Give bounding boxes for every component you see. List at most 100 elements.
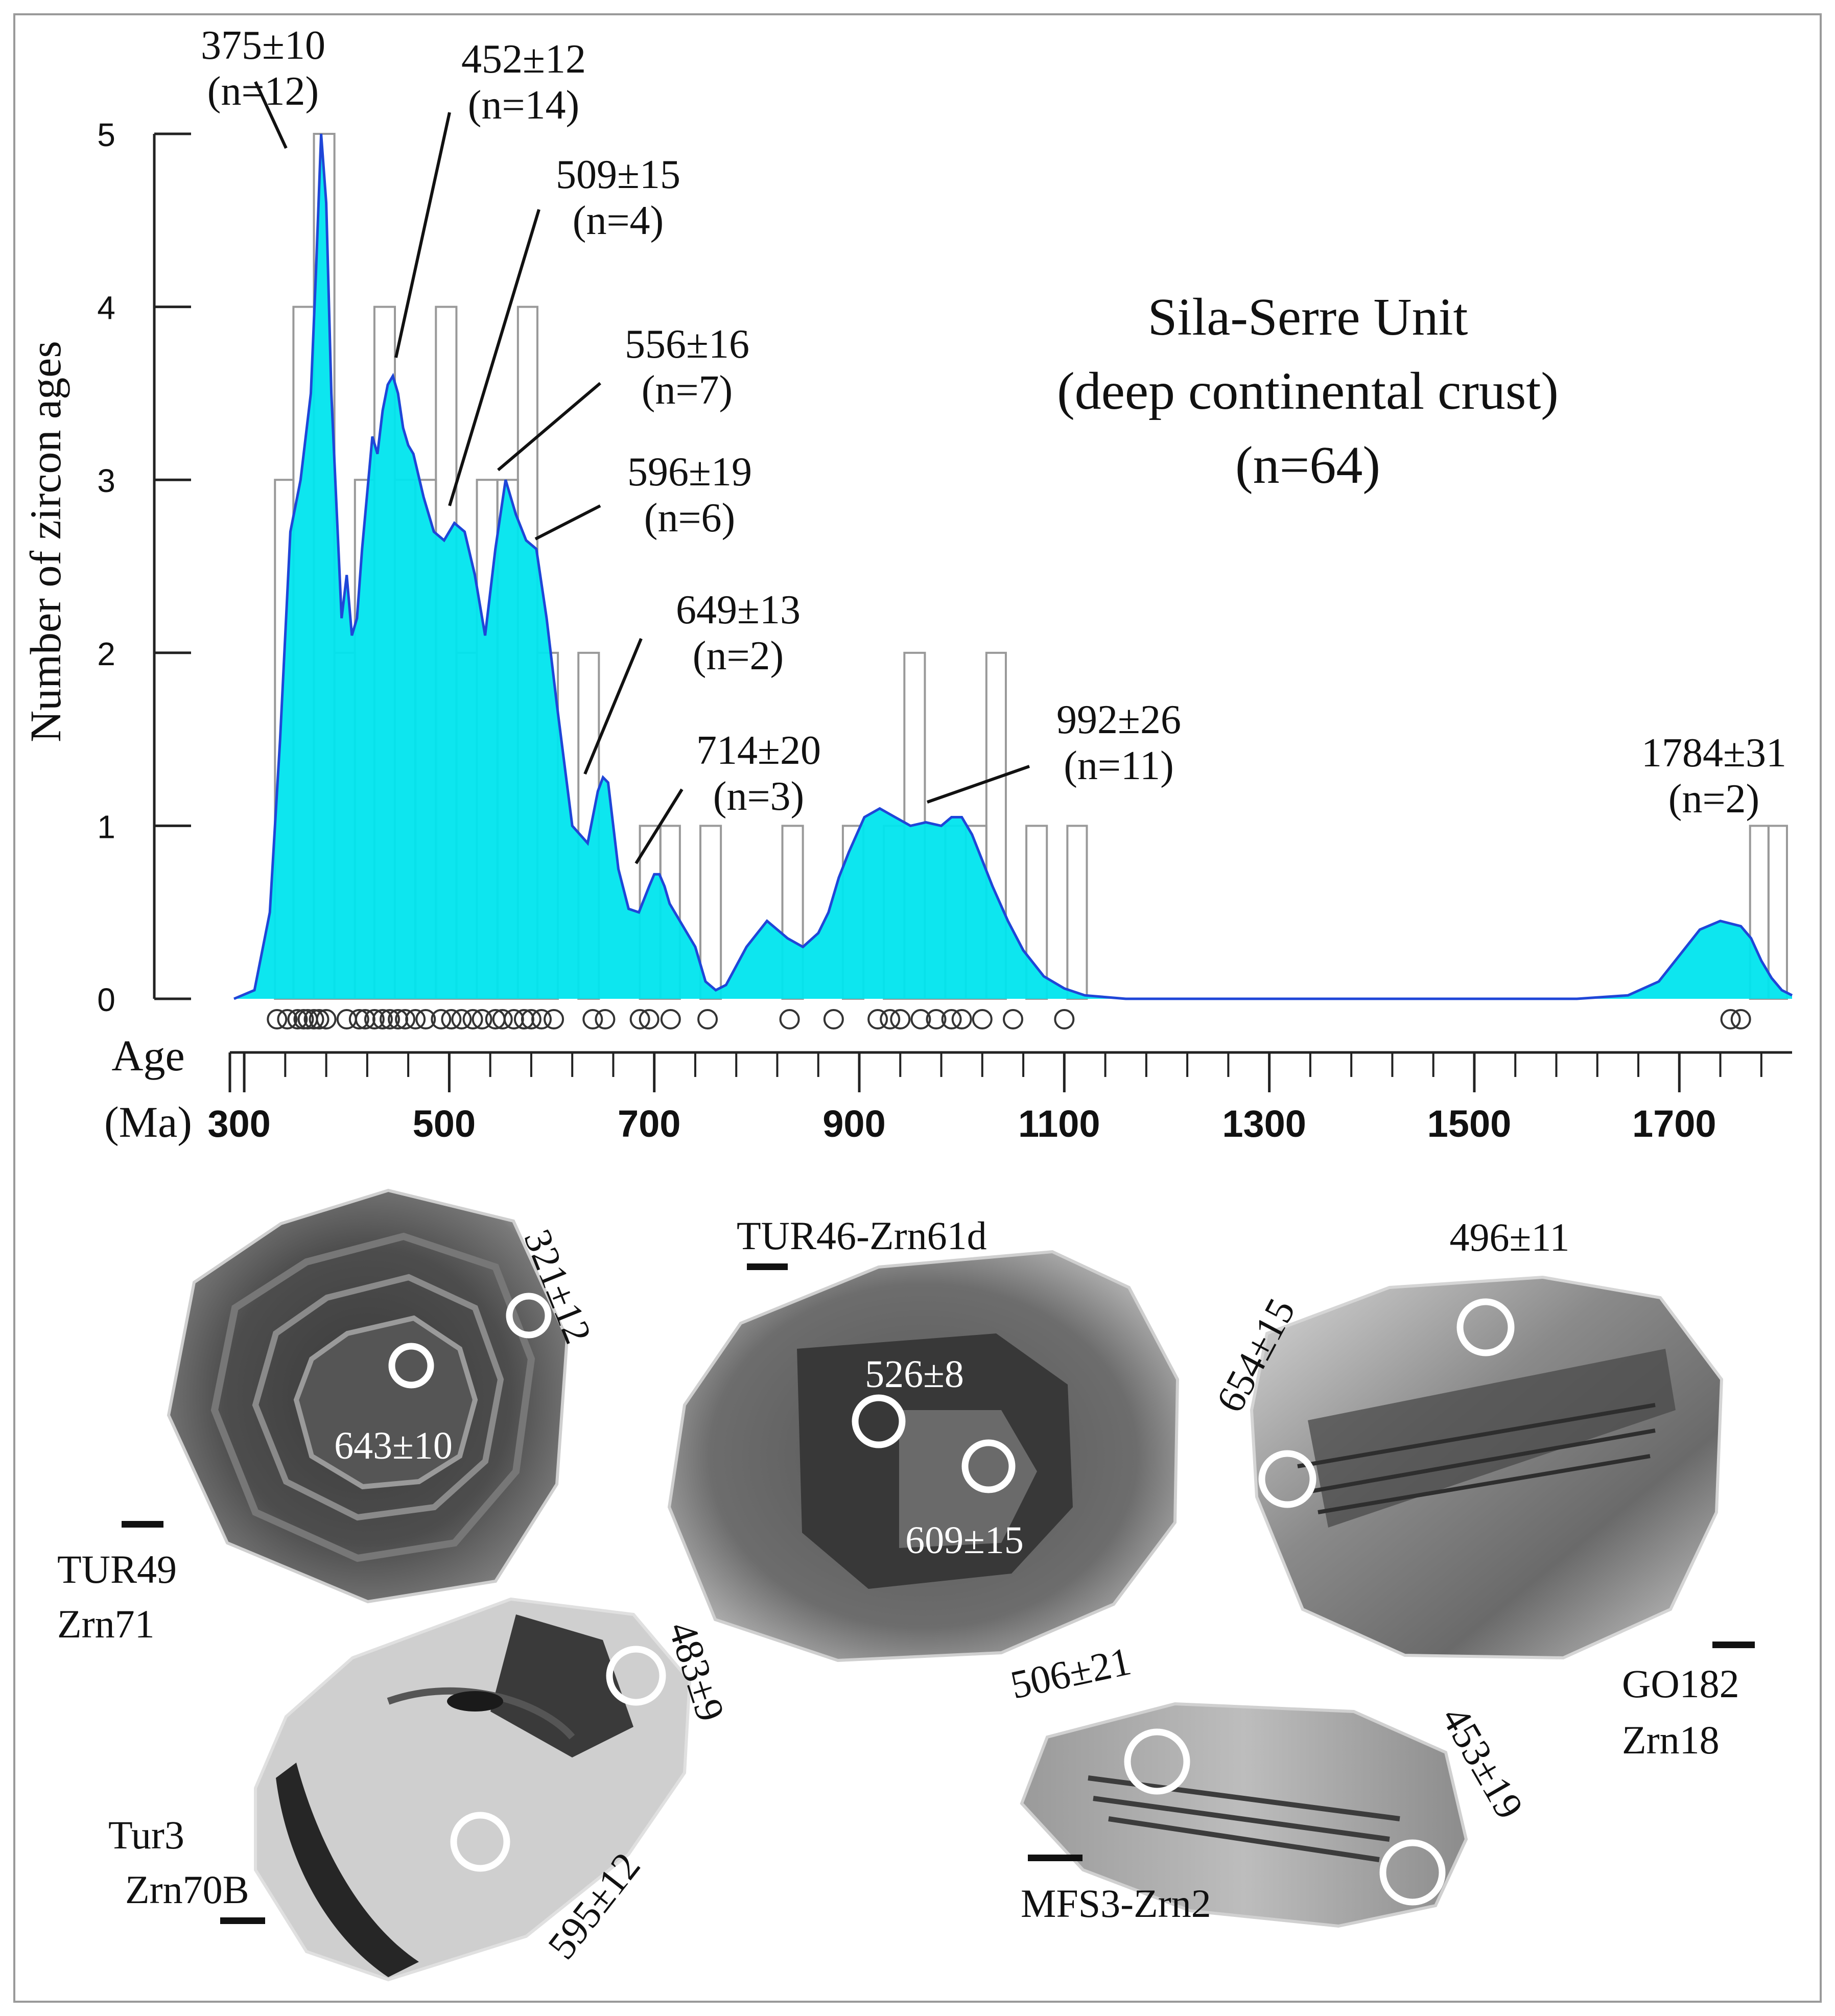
- zircon-cl-images: 643±10 321±12 TUR49 Zrn71 526±8 609±15 T…: [57, 1188, 1755, 1982]
- grain-tur46-zrn61d: 526±8 609±15 TUR46-Zrn61d: [667, 1213, 1180, 1662]
- grain-label: TUR49: [57, 1547, 177, 1591]
- analysis-marker: [316, 1009, 337, 1029]
- x-tick-label: 1300: [1222, 1103, 1306, 1145]
- analysis-spot: [506, 1293, 552, 1339]
- analysis-marker: [267, 1009, 288, 1029]
- analysis-marker: [880, 1009, 901, 1029]
- analysis-marker: [1720, 1009, 1741, 1029]
- peak-age-label: 375±10: [201, 23, 325, 68]
- peak-leader-line: [583, 638, 643, 775]
- analysis-marker: [395, 1009, 416, 1029]
- peak-age-label: 596±19: [627, 450, 752, 495]
- peak-age-label: 992±26: [1056, 697, 1181, 742]
- peak-leader-line: [448, 209, 540, 506]
- analysis-marker: [910, 1009, 931, 1029]
- x-tick-label: 1700: [1632, 1103, 1716, 1145]
- analysis-marker: [380, 1009, 400, 1029]
- analysis-marker: [405, 1009, 426, 1029]
- grain-label: Tur3: [108, 1813, 184, 1857]
- grain-image: [1020, 1702, 1468, 1928]
- analysis-marker: [1730, 1009, 1751, 1029]
- grain-tur3-zrn70b: 483±9 595±12 Tur3 Zrn70B: [108, 1597, 734, 1982]
- analysis-marker: [823, 1009, 844, 1029]
- peak-n-label: (n=6): [644, 496, 735, 541]
- x-axis-label-line1: Age: [111, 1031, 184, 1080]
- peak-labels: 375±10(n=12) 452±12(n=14) 509±15(n=4) 556±1…: [201, 23, 1786, 822]
- grain-mfs3-zrn2: 506±21 453±19 MFS3-Zrn2: [1006, 1638, 1533, 1928]
- grain-go182-zrn18: 496±11 654±15 GO182 Zrn18: [1207, 1215, 1755, 1762]
- analysis-spot: [1456, 1298, 1515, 1356]
- grain-image: [254, 1597, 692, 1982]
- analysis-marker: [451, 1009, 472, 1029]
- peak-n-label: (n=3): [713, 774, 804, 819]
- grain-zone: [1308, 1349, 1676, 1528]
- analysis-marker: [1054, 1009, 1075, 1029]
- peak-leader-lines: [254, 81, 1030, 864]
- y-tick-label: 5: [97, 116, 115, 153]
- peak-leader-line: [634, 788, 684, 864]
- scale-bar: [220, 1917, 265, 1924]
- peak-n-label: (n=2): [1668, 777, 1759, 822]
- y-axis: 0 1 2 3 4 5: [97, 116, 191, 1018]
- peak-age-label: 509±15: [556, 152, 680, 197]
- growth-zone: [252, 1274, 504, 1521]
- analysis-marker: [582, 1009, 603, 1029]
- spot-age: 526±8: [865, 1353, 964, 1396]
- analysis-marker: [441, 1009, 462, 1029]
- x-tick-label: 500: [413, 1103, 476, 1145]
- peak-age-label: 452±12: [461, 37, 586, 82]
- analysis-marker: [951, 1009, 972, 1029]
- analysis-marker: [660, 1009, 681, 1029]
- analysis-marker: [287, 1009, 308, 1029]
- kde-density-line: [233, 133, 1793, 1000]
- analysis-marker: [521, 1009, 542, 1029]
- analysis-spot: [388, 1343, 434, 1389]
- kde-density-area: [234, 134, 1792, 999]
- scale-bar: [747, 1263, 788, 1270]
- analysis-spot: [1124, 1728, 1190, 1795]
- grain-label: Zrn18: [1622, 1718, 1720, 1762]
- analysis-marker: [372, 1009, 393, 1029]
- analysis-marker: [890, 1009, 911, 1029]
- x-tick-label: 300: [207, 1103, 270, 1145]
- x-axis-label-line2: (Ma): [104, 1097, 192, 1146]
- peak-leader-line: [497, 382, 601, 472]
- y-tick-label: 4: [97, 290, 115, 326]
- chart-title: Sila-Serre Unit: [1148, 288, 1468, 346]
- analysis-spot: [1379, 1839, 1446, 1906]
- scale-bar: [1028, 1855, 1083, 1861]
- peak-leader-line: [927, 765, 1030, 804]
- peak-leader-line: [534, 504, 601, 541]
- analysis-marker: [595, 1009, 616, 1029]
- analysis-marker: [348, 1009, 369, 1029]
- y-tick-label: 0: [97, 981, 115, 1018]
- spot-age: 609±15: [905, 1519, 1024, 1562]
- grain-zone: [276, 1763, 419, 1977]
- analysis-marker: [639, 1009, 660, 1029]
- spot-age: 496±11: [1450, 1215, 1570, 1259]
- analysis-marker: [309, 1009, 330, 1029]
- analysis-marker: [472, 1009, 492, 1029]
- peak-n-label: (n=4): [573, 198, 664, 243]
- spot-age: 506±21: [1006, 1638, 1135, 1707]
- peak-age-label: 556±16: [625, 322, 749, 367]
- chart-subtitle: (deep continental crust): [1057, 362, 1559, 420]
- analysis-markers: [267, 1009, 1751, 1029]
- analysis-marker: [926, 1009, 947, 1029]
- analysis-marker: [629, 1009, 650, 1029]
- analysis-spot: [450, 1812, 510, 1872]
- scale-bar: [1712, 1642, 1755, 1648]
- x-tick-label: 1500: [1427, 1103, 1512, 1145]
- x-axis: 300 500 700 900 1100 1300 1500 1700: [207, 1051, 1792, 1145]
- peak-n-label: (n=12): [207, 69, 319, 114]
- grain-label: Zrn71: [57, 1602, 155, 1646]
- analysis-marker: [303, 1009, 324, 1029]
- analysis-spot: [606, 1646, 666, 1706]
- analysis-marker: [779, 1009, 800, 1029]
- y-tick-label: 3: [97, 462, 115, 499]
- peak-n-label: (n=11): [1064, 743, 1173, 788]
- analysis-marker: [415, 1009, 436, 1029]
- analysis-spot: [852, 1394, 906, 1448]
- grain-label: GO182: [1622, 1661, 1739, 1706]
